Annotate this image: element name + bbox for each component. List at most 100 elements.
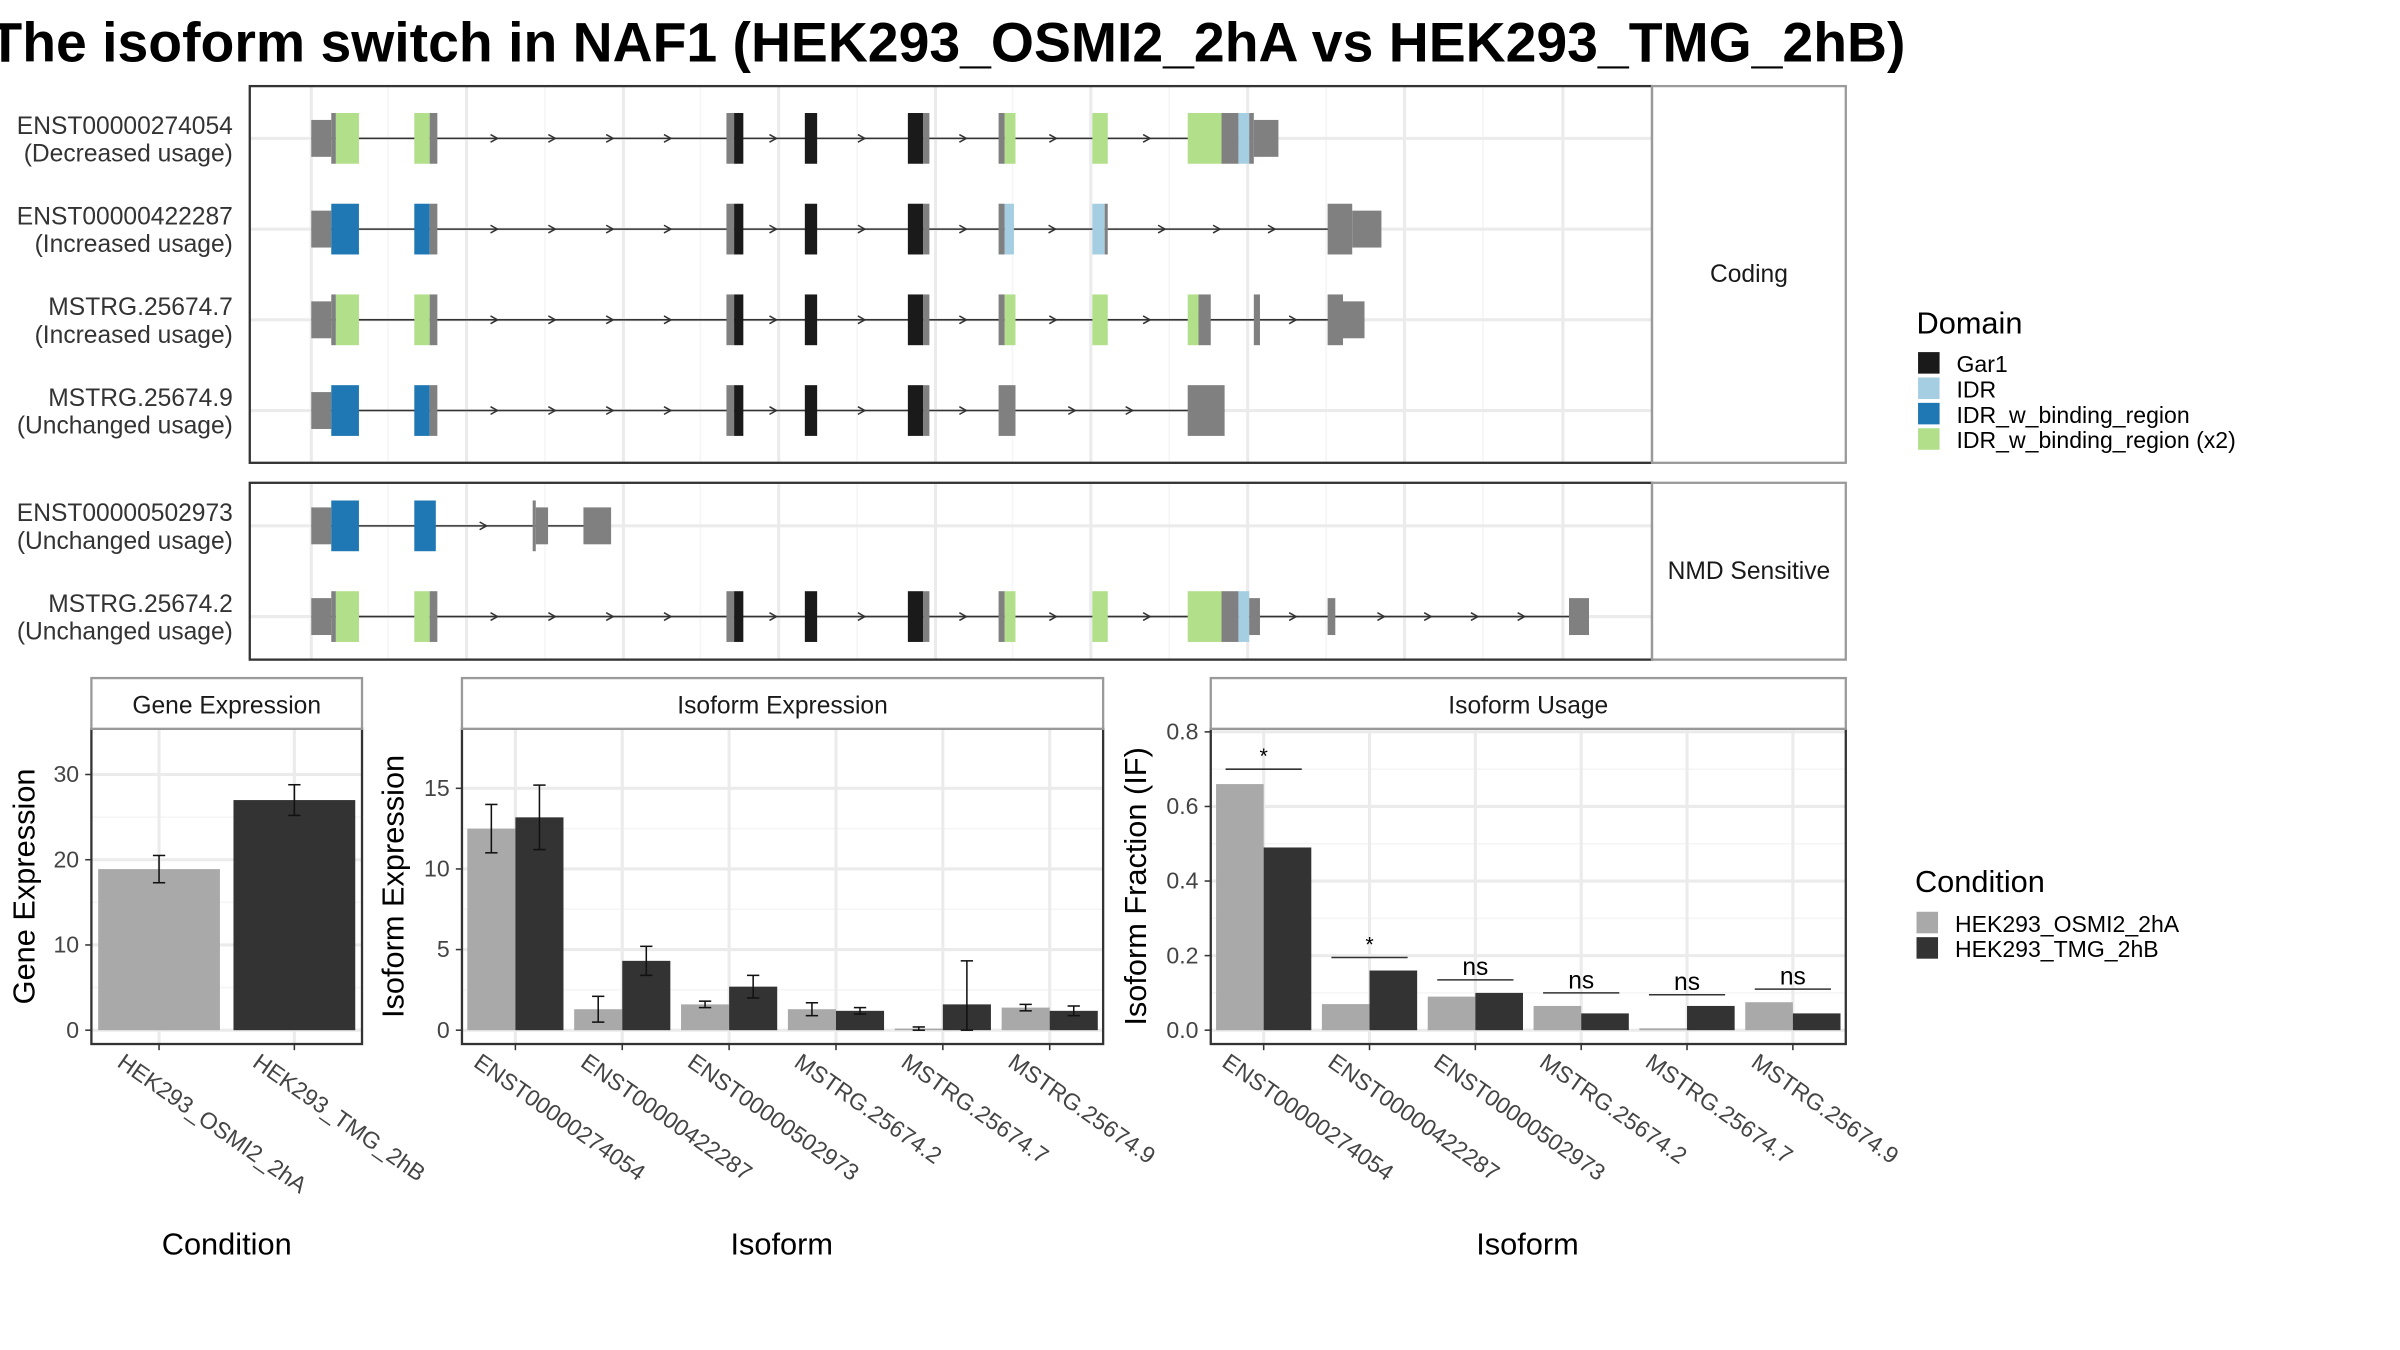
y-tick-label: 0.4 xyxy=(1166,868,1198,894)
bar xyxy=(1533,1005,1582,1031)
direction-arrow xyxy=(1377,612,1386,622)
exon xyxy=(998,591,1005,642)
bar xyxy=(1745,1002,1793,1031)
condition-legend-title: Condition xyxy=(1915,864,2045,899)
exon xyxy=(1253,119,1279,157)
domain-legend-swatch xyxy=(1918,428,1940,450)
y-tick-label: 20 xyxy=(53,846,79,872)
exon xyxy=(998,113,1005,164)
direction-arrow xyxy=(1423,612,1433,622)
exon xyxy=(726,113,735,164)
bar xyxy=(1639,1028,1688,1031)
domain-exon xyxy=(335,113,359,164)
significance-label: * xyxy=(1259,744,1268,768)
direction-arrow xyxy=(490,612,500,622)
domain-exon xyxy=(1092,294,1108,346)
domain-exon xyxy=(1004,294,1016,346)
direction-arrow xyxy=(547,406,557,416)
isoform-structure-plot: ENST00000274054(Decreased usage) ENST0000… xyxy=(17,84,1847,661)
direction-arrow xyxy=(1142,612,1152,622)
domain-exon xyxy=(1187,294,1199,346)
direction-arrow xyxy=(857,612,867,622)
exon xyxy=(535,507,549,545)
isoform-usage-label: (Increased usage) xyxy=(35,322,233,349)
domain-exon xyxy=(907,591,924,642)
isoform-name-label: MSTRG.25674.9 xyxy=(48,385,233,412)
direction-arrow xyxy=(605,612,615,622)
structure-strip xyxy=(1650,481,1847,661)
exon xyxy=(429,591,438,642)
domain-legend-swatch xyxy=(1918,377,1940,400)
y-tick-label: 0 xyxy=(66,1017,79,1043)
chart-strip xyxy=(90,676,364,730)
x-axis-label: Condition xyxy=(162,1227,292,1262)
significance-label: ns xyxy=(1568,967,1594,994)
exon xyxy=(311,210,332,248)
bar-chart-panel: Isoform Expression 0 5 10 15 ENST00000274054E… xyxy=(376,676,1160,1262)
exon xyxy=(998,385,1016,436)
domain-exon xyxy=(414,113,430,164)
domain-exon xyxy=(734,591,744,642)
direction-arrow xyxy=(769,406,778,416)
figure-title: The isoform switch in NAF1 (HEK293_OSMI2… xyxy=(0,12,1905,74)
y-tick-label: 10 xyxy=(424,856,450,882)
y-tick-label: 0.8 xyxy=(1166,719,1198,745)
direction-arrow xyxy=(1067,406,1077,416)
y-tick-label: 0.6 xyxy=(1166,793,1198,819)
domain-exon xyxy=(734,203,744,255)
isoform-usage-label: (Unchanged usage) xyxy=(17,528,233,555)
bar xyxy=(1369,970,1418,1031)
direction-arrow xyxy=(547,133,557,143)
domain-exon xyxy=(907,203,924,255)
exon xyxy=(1327,598,1336,636)
x-tick-label: ENST00000422287 xyxy=(1324,1048,1505,1185)
domain-exon xyxy=(414,294,430,346)
direction-arrow xyxy=(1267,224,1277,234)
domain-exon xyxy=(734,113,744,164)
y-tick-label: 0.2 xyxy=(1166,942,1198,968)
exon xyxy=(311,119,332,157)
plot-bg xyxy=(461,728,1104,1045)
significance-label: * xyxy=(1365,932,1374,956)
expression-bar-charts: Gene Expression0102030HEK293_OSMI2_2hAHE… xyxy=(7,676,1904,1262)
domain-exon xyxy=(335,294,359,346)
domain-exon xyxy=(1092,113,1108,164)
direction-arrow xyxy=(605,406,615,416)
direction-arrow xyxy=(547,612,557,622)
y-tick-label: 15 xyxy=(424,775,450,801)
exon xyxy=(1249,598,1260,636)
exon xyxy=(331,113,336,164)
domain-legend-label: IDR xyxy=(1956,376,1996,402)
y-axis-label: Isoform Fraction (IF) xyxy=(1118,747,1153,1026)
bar-chart-panel: Gene Expression0102030HEK293_OSMI2_2hAHE… xyxy=(7,676,430,1262)
exon xyxy=(726,591,735,642)
bar-chart-panel: * * ns ns ns ns Isoform Usage 0.0 0.2 0.4 0.6 0.8 EN… xyxy=(1118,676,1904,1262)
exon xyxy=(1104,203,1108,255)
structure-panel-bg xyxy=(249,86,1653,463)
bar xyxy=(1792,1013,1841,1031)
domain-exon xyxy=(734,294,744,346)
exon xyxy=(1352,210,1382,248)
direction-arrow xyxy=(605,224,615,234)
y-tick-label: 10 xyxy=(53,932,79,958)
direction-arrow xyxy=(1142,315,1152,325)
structure-strip-label: Coding xyxy=(1710,261,1788,288)
exon xyxy=(998,203,1005,255)
exon xyxy=(923,113,930,164)
direction-arrow xyxy=(1142,133,1152,143)
domain-exon xyxy=(1238,591,1250,642)
chart-title: Isoform Expression xyxy=(677,692,887,719)
direction-arrow xyxy=(1212,224,1222,234)
domain-legend-swatch xyxy=(1918,352,1940,374)
direction-arrow xyxy=(857,224,867,234)
bar xyxy=(467,828,516,1031)
direction-arrow xyxy=(1048,612,1058,622)
exon xyxy=(1569,598,1590,636)
domain-exon xyxy=(335,591,359,642)
exon xyxy=(1198,294,1211,346)
bar xyxy=(98,869,220,1031)
x-axis-label: Isoform xyxy=(1476,1227,1579,1262)
x-axis-label: Isoform xyxy=(731,1227,834,1262)
direction-arrow xyxy=(857,133,867,143)
